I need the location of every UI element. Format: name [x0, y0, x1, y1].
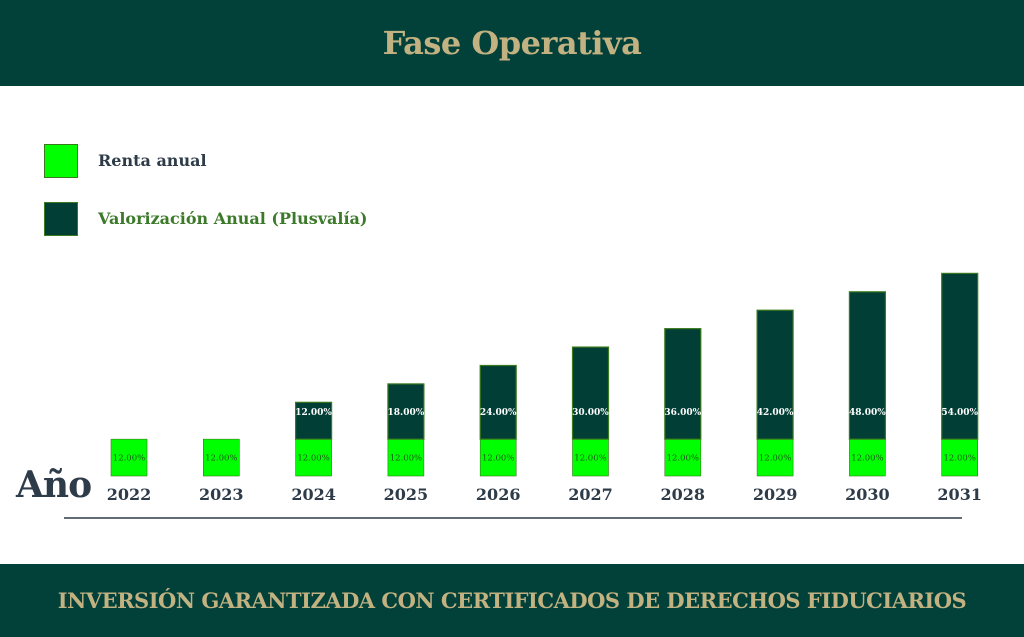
bar-valorizacion-2026 — [479, 364, 517, 440]
header-banner: Fase Operativa — [0, 0, 1024, 86]
legend-item-valorizacion: Valorización Anual (Plusvalía) — [44, 202, 464, 238]
data-label-valorizacion-2029: 42.00% — [757, 408, 794, 418]
bar-valorizacion-2027 — [571, 346, 610, 440]
data-label-valorizacion-2028: 36.00% — [664, 408, 701, 418]
bar-valorizacion-2025 — [387, 383, 425, 440]
x-tick-label-2028: 2028 — [661, 485, 706, 504]
data-label-renta-2027: 12.00% — [574, 454, 606, 464]
bar-valorizacion-2031 — [941, 272, 979, 440]
bar-valorizacion-2028 — [664, 328, 702, 440]
bar-chart: 12.00% 2022 12.00% 2023 12.00% 12.00% 2024 12.0… — [64, 272, 982, 519]
data-label-renta-2025: 12.00% — [390, 454, 422, 464]
bar-valorizacion-2024 — [295, 401, 333, 440]
footer-banner: INVERSIÓN GARANTIZADA CON CERTIFICADOS D… — [0, 564, 1024, 637]
data-label-renta-2022: 12.00% — [113, 454, 145, 464]
data-label-valorizacion-2024: 12.00% — [295, 408, 332, 418]
x-tick-label-2023: 2023 — [199, 485, 244, 504]
x-tick-label-2024: 2024 — [291, 485, 336, 504]
legend-swatch-valorizacion — [44, 202, 78, 236]
data-label-valorizacion-2030: 48.00% — [849, 408, 886, 418]
bar-renta-2028 — [664, 438, 702, 477]
data-label-valorizacion-2025: 18.00% — [388, 408, 425, 418]
legend-swatch-renta — [44, 144, 78, 178]
data-label-renta-2023: 12.00% — [205, 454, 237, 464]
data-label-renta-2031: 12.00% — [943, 454, 975, 464]
x-tick-label-2029: 2029 — [753, 485, 798, 504]
data-label-renta-2028: 12.00% — [667, 454, 699, 464]
legend-label-valorizacion: Valorización Anual (Plusvalía) — [98, 209, 368, 228]
data-label-renta-2030: 12.00% — [851, 454, 883, 464]
page-title: Fase Operativa — [382, 24, 642, 62]
bar-valorizacion-2030 — [848, 291, 887, 440]
bar-renta-2026 — [479, 438, 517, 477]
bar-renta-2027 — [572, 438, 609, 477]
data-label-renta-2026: 12.00% — [482, 454, 514, 464]
data-label-renta-2024: 12.00% — [297, 454, 329, 464]
legend-label-renta: Renta anual — [98, 151, 207, 170]
x-axis-title: Año — [16, 464, 92, 506]
x-tick-label-2025: 2025 — [384, 485, 429, 504]
data-label-valorizacion-2026: 24.00% — [480, 408, 517, 418]
x-tick-label-2027: 2027 — [568, 485, 613, 504]
bar-renta-2022 — [110, 438, 148, 477]
x-tick-label-2031: 2031 — [937, 485, 982, 504]
x-tick-label-2026: 2026 — [476, 485, 521, 504]
data-label-renta-2029: 12.00% — [759, 454, 791, 464]
bar-renta-2030 — [849, 438, 886, 477]
bar-renta-2023 — [203, 438, 240, 477]
data-label-valorizacion-2031: 54.00% — [941, 408, 978, 418]
x-tick-label-2030: 2030 — [845, 485, 890, 504]
bar-valorizacion-2029 — [756, 309, 794, 440]
footer-text: INVERSIÓN GARANTIZADA CON CERTIFICADOS D… — [57, 588, 967, 613]
legend-item-renta: Renta anual — [44, 144, 464, 180]
bar-renta-2029 — [756, 438, 794, 477]
data-label-valorizacion-2027: 30.00% — [572, 408, 609, 418]
x-tick-label-2022: 2022 — [107, 485, 152, 504]
bar-renta-2024 — [295, 438, 332, 477]
